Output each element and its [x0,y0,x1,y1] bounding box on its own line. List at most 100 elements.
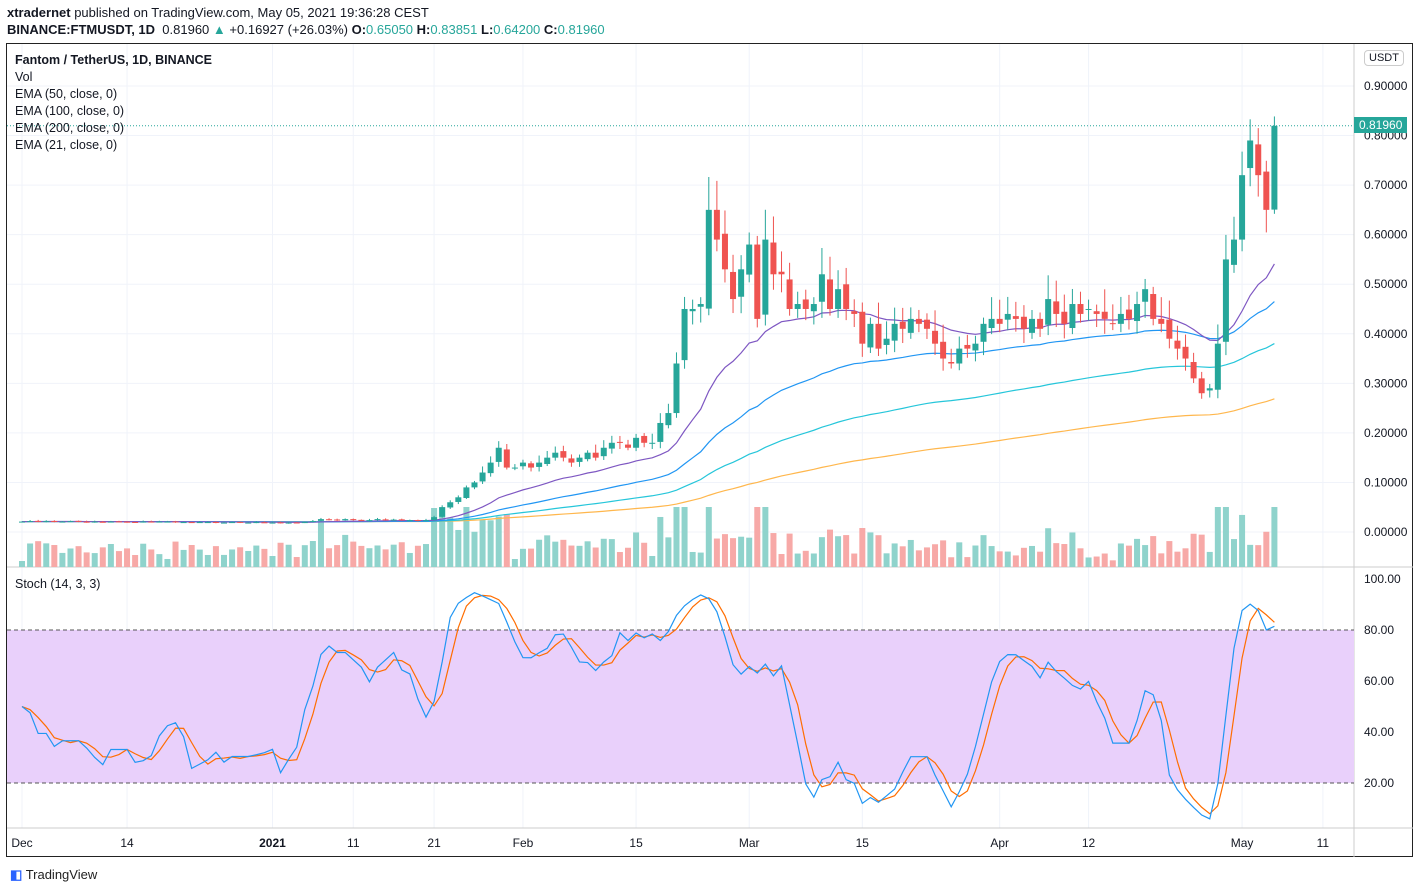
candle-body [616,441,623,443]
volume-bar [915,550,922,567]
legend-ema21[interactable]: EMA (21, close, 0) [15,138,118,152]
candle-body [212,521,219,523]
volume-bar [649,555,656,567]
volume-bar [1190,533,1197,567]
volume-bar [503,514,510,567]
volume-bar [390,544,397,567]
candle-body [608,442,615,449]
legend-vol[interactable]: Vol [15,70,33,84]
o-label: O: [351,22,367,37]
candle-body [681,308,688,361]
candle-body [592,452,599,458]
candle-body [261,522,268,524]
candle-body [75,520,82,522]
volume-bar [406,552,413,567]
legend-ema50[interactable]: EMA (50, close, 0) [15,87,118,101]
candle-body [980,323,987,342]
x-tick-label: 12 [1082,836,1096,850]
candle-body [519,462,526,467]
author[interactable]: xtradernet [7,5,71,20]
candle-body [1029,318,1035,333]
legend-ema200[interactable]: EMA (200, close, 0) [15,121,125,135]
candle-body [915,318,922,324]
volume-bar [1085,557,1092,567]
stoch-tick-label: 80.00 [1364,623,1394,637]
candle-body [301,522,308,524]
candle-body [350,519,357,521]
candle-body [317,519,324,521]
c-label: C: [543,22,558,37]
volume-bar [1045,528,1052,567]
y-tick-label: 0.30000 [1364,376,1408,390]
volume-bar [657,516,664,567]
volume-bar [479,519,486,567]
candle-body [91,521,98,523]
volume-bar [358,545,365,567]
candle-body [907,318,914,333]
candle-body [1085,308,1092,310]
candle-body [1125,309,1132,319]
candle-body [738,269,745,297]
candle-body [140,521,147,523]
legend-stoch[interactable]: Stoch (14, 3, 3) [15,577,101,591]
chart-frame[interactable] [6,43,1413,857]
candle-body [1012,316,1019,319]
candle-body [374,519,381,521]
candle-body [1004,313,1011,320]
candle-body [649,442,656,444]
candle-body [51,520,58,522]
candle-body [132,521,139,523]
candle-body [956,348,963,364]
volume-bar [1029,545,1035,567]
candle-body [576,457,583,462]
volume-bar [786,533,793,567]
candle-body [633,437,640,448]
volume-bar [309,541,316,567]
volume-bar [317,521,324,567]
candle-body [172,521,179,523]
volume-bar [665,537,672,567]
candle-body [641,435,648,443]
volume-bar [495,516,502,567]
candle-body [1263,171,1270,210]
candle-body [398,519,405,521]
volume-bar [188,545,195,567]
candle-body [471,482,478,488]
candle-body [835,289,842,309]
volume-bar [689,551,696,567]
ema-200-line [21,398,1275,523]
volume-bar [859,528,866,567]
candle-body [657,422,664,442]
candle-body [560,451,567,458]
volume-bar [1263,531,1270,567]
legend-ema100[interactable]: EMA (100, close, 0) [15,104,125,118]
candle-body [1174,340,1181,349]
candle-body [827,279,833,309]
volume-bar [439,507,446,567]
volume-bar [721,534,728,567]
volume-bar [1117,543,1124,567]
candle-body [269,522,276,524]
candle-body [423,520,429,522]
candle-body [544,457,551,465]
volume-bar [1182,548,1189,567]
candle-body [1093,311,1100,314]
volume-bar [980,535,987,567]
candle-body [35,520,42,522]
candle-body [511,467,518,469]
volume-bar [1166,541,1173,567]
x-tick-label: 21 [427,836,441,850]
volume-bar [431,508,438,567]
currency-button[interactable]: USDT [1364,50,1404,66]
logo-text: TradingView [25,867,98,882]
volume-bar [285,544,292,567]
volume-bar [964,557,971,567]
candle-body [503,449,510,468]
legend-title: Fantom / TetherUS, 1D, BINANCE [15,53,213,67]
candle-body [1069,304,1076,329]
volume-bar [212,546,219,567]
volume-bar [899,546,906,567]
tradingview-logo[interactable]: ◧ TradingView [10,867,97,883]
volume-bar [818,537,825,567]
